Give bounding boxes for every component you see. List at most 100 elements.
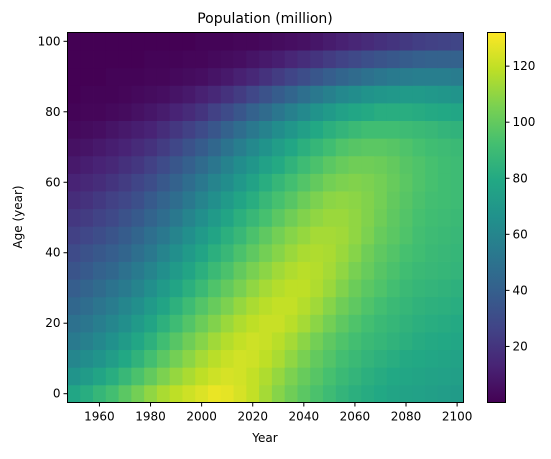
heatmap-cell — [169, 173, 183, 192]
heatmap-cell — [310, 191, 324, 210]
heatmap-cell — [156, 226, 171, 245]
heatmap-cell — [335, 191, 349, 210]
heatmap-cell — [246, 173, 260, 192]
heatmap-cell — [386, 384, 401, 403]
heatmap-cell — [67, 120, 81, 139]
heatmap-cell — [156, 85, 171, 104]
heatmap-cell — [437, 279, 452, 298]
heatmap-cell — [246, 138, 260, 157]
heatmap-cell — [67, 155, 81, 174]
heatmap-cell — [386, 314, 401, 333]
heatmap-cell — [131, 349, 145, 368]
heatmap-cell — [220, 173, 234, 192]
heatmap-cell — [437, 332, 452, 351]
heatmap-cell — [246, 50, 260, 69]
heatmap-cell — [386, 226, 401, 245]
heatmap-cell — [361, 138, 375, 157]
heatmap-cell — [156, 102, 171, 121]
heatmap-cell — [284, 384, 298, 403]
heatmap-cell — [105, 332, 119, 351]
heatmap-cell — [297, 50, 311, 69]
heatmap-cell — [118, 102, 132, 121]
heatmap-cell — [348, 296, 362, 315]
y-axis-label: Age (year) — [11, 185, 25, 248]
heatmap-cell — [425, 226, 439, 245]
heatmap-cell — [297, 261, 311, 280]
heatmap-cell — [118, 332, 132, 351]
heatmap-cell — [335, 32, 349, 51]
heatmap-cell — [259, 226, 273, 245]
heatmap-cell — [169, 85, 183, 104]
heatmap-cell — [246, 243, 260, 262]
heatmap-cell — [361, 261, 375, 280]
heatmap-cell — [322, 384, 337, 403]
heatmap-cell — [335, 332, 349, 351]
heatmap-cell — [131, 155, 145, 174]
heatmap-cell — [259, 85, 273, 104]
heatmap-cell — [374, 384, 388, 403]
heatmap-cell — [246, 120, 260, 139]
heatmap-cell — [335, 314, 349, 333]
heatmap-cell — [80, 32, 94, 51]
heatmap-cell — [195, 208, 209, 227]
heatmap-cell — [425, 67, 439, 86]
heatmap-cell — [105, 120, 119, 139]
heatmap-cell — [259, 296, 273, 315]
heatmap-cell — [284, 155, 298, 174]
heatmap-cell — [284, 191, 298, 210]
heatmap-cell — [80, 208, 94, 227]
heatmap-cell — [93, 50, 107, 69]
heatmap-cell — [144, 332, 158, 351]
heatmap-cell — [118, 50, 132, 69]
heatmap-cell — [310, 85, 324, 104]
heatmap-cell — [131, 208, 145, 227]
heatmap-cell — [131, 332, 145, 351]
heatmap-cell — [374, 155, 388, 174]
heatmap-cell — [118, 349, 132, 368]
heatmap-cell — [93, 296, 107, 315]
heatmap-cell — [233, 296, 247, 315]
heatmap-cell — [271, 349, 286, 368]
colorbar-tick-label: 20 — [513, 339, 528, 353]
heatmap-cell — [156, 367, 171, 386]
heatmap-cell — [322, 349, 337, 368]
heatmap-cell — [374, 243, 388, 262]
heatmap-cell — [386, 85, 401, 104]
heatmap-cell — [310, 367, 324, 386]
heatmap-cell — [169, 384, 183, 403]
heatmap-cell — [233, 243, 247, 262]
heatmap-cell — [450, 102, 464, 121]
heatmap-cell — [169, 279, 183, 298]
heatmap-cell — [93, 349, 107, 368]
heatmap-cell — [208, 85, 222, 104]
heatmap-cell — [374, 191, 388, 210]
heatmap-cell — [271, 191, 286, 210]
heatmap-cell — [310, 243, 324, 262]
heatmap-cell — [220, 349, 234, 368]
heatmap-cell — [361, 384, 375, 403]
heatmap-cell — [67, 32, 81, 51]
heatmap-cell — [67, 173, 81, 192]
colorbar-tick-label: 100 — [513, 115, 536, 129]
heatmap-cell — [67, 191, 81, 210]
heatmap-cell — [182, 32, 196, 51]
heatmap-cell — [195, 279, 209, 298]
heatmap-cell — [246, 261, 260, 280]
x-axis-label: Year — [251, 431, 277, 445]
heatmap-cell — [131, 243, 145, 262]
heatmap-cell — [208, 349, 222, 368]
heatmap-cell — [195, 138, 209, 157]
heatmap-cell — [144, 367, 158, 386]
heatmap-cell — [412, 384, 426, 403]
heatmap-cell — [259, 208, 273, 227]
heatmap-cell — [425, 208, 439, 227]
heatmap-cell — [156, 296, 171, 315]
heatmap-cell — [144, 261, 158, 280]
heatmap-cell — [348, 208, 362, 227]
heatmap-cell — [348, 261, 362, 280]
heatmap-cell — [144, 384, 158, 403]
heatmap-cell — [310, 173, 324, 192]
heatmap-cell — [105, 314, 119, 333]
heatmap-cell — [322, 261, 337, 280]
